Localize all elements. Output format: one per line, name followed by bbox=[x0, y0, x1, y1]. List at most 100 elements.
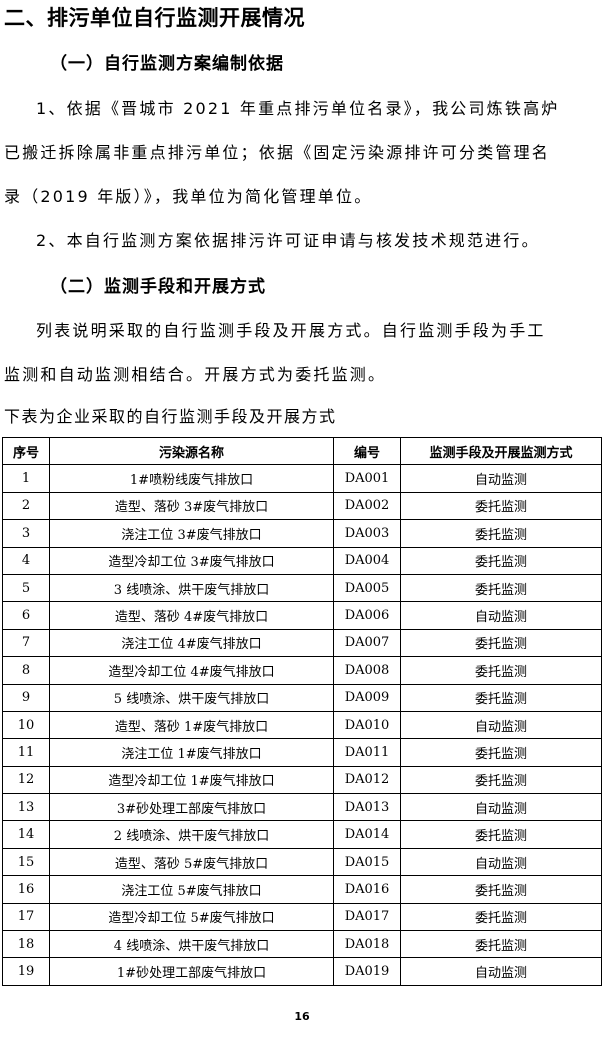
cell-index: 7 bbox=[2, 628, 50, 658]
paragraph-line: 录（2019 年版）》，我单位为简化管理单位。 bbox=[4, 187, 373, 206]
cell-index: 19 bbox=[2, 957, 50, 986]
table-row: 12 造型冷却工位 1#废气排放口 DA012 委托监测 bbox=[2, 765, 602, 795]
cell-method: 委托监测 bbox=[400, 875, 602, 904]
cell-index: 6 bbox=[2, 601, 50, 630]
table-row: 7 浇注工位 4#废气排放口 DA007 委托监测 bbox=[2, 628, 602, 658]
subsection-title-2: （二）监测手段和开展方式 bbox=[50, 277, 266, 297]
table-header-row: 序号 污染源名称 编号 监测手段及开展监测方式 bbox=[2, 436, 602, 466]
cell-index: 15 bbox=[2, 847, 50, 877]
cell-method: 委托监测 bbox=[400, 738, 602, 767]
cell-source-name: 造型冷却工位 4#废气排放口 bbox=[49, 656, 334, 685]
cell-source-name: 造型冷却工位 5#废气排放口 bbox=[49, 902, 334, 932]
cell-code: DA012 bbox=[333, 765, 401, 795]
paragraph-line: 列表说明采取的自行监测手段及开展方式。自行监测手段为手工 bbox=[36, 321, 546, 340]
paragraph-line: 监测和自动监测相结合。开展方式为委托监测。 bbox=[4, 365, 387, 384]
table-row: 11 浇注工位 1#废气排放口 DA011 委托监测 bbox=[2, 738, 602, 767]
cell-method: 自动监测 bbox=[400, 710, 602, 740]
cell-code: DA002 bbox=[333, 491, 401, 521]
cell-index: 17 bbox=[2, 902, 50, 932]
cell-index: 16 bbox=[2, 875, 50, 904]
header-source-name: 污染源名称 bbox=[49, 436, 334, 466]
paragraph-line: 1、依据《晋城市 2021 年重点排污单位名录》，我公司炼铁高炉 bbox=[36, 99, 560, 118]
cell-code: DA006 bbox=[333, 601, 401, 630]
table-row: 3 浇注工位 3#废气排放口 DA003 委托监测 bbox=[2, 519, 602, 548]
cell-source-name: 造型、落砂 3#废气排放口 bbox=[49, 491, 334, 521]
subsection-title-1: （一）自行监测方案编制依据 bbox=[50, 54, 284, 74]
cell-index: 1 bbox=[2, 464, 50, 493]
cell-method: 委托监测 bbox=[400, 765, 602, 795]
cell-method: 自动监测 bbox=[400, 601, 602, 630]
header-code: 编号 bbox=[333, 436, 401, 466]
cell-method: 委托监测 bbox=[400, 628, 602, 658]
cell-source-name: 浇注工位 3#废气排放口 bbox=[49, 519, 334, 548]
cell-method: 自动监测 bbox=[400, 793, 602, 822]
cell-source-name: 2 线喷涂、烘干废气排放口 bbox=[49, 820, 334, 849]
table-row: 1 1#喷粉线废气排放口 DA001 自动监测 bbox=[2, 464, 602, 493]
cell-code: DA014 bbox=[333, 820, 401, 849]
cell-code: DA008 bbox=[333, 656, 401, 685]
cell-source-name: 造型、落砂 4#废气排放口 bbox=[49, 601, 334, 630]
cell-code: DA011 bbox=[333, 738, 401, 767]
cell-source-name: 浇注工位 4#废气排放口 bbox=[49, 628, 334, 658]
cell-code: DA015 bbox=[333, 847, 401, 877]
table-row: 19 1#砂处理工部废气排放口 DA019 自动监测 bbox=[2, 957, 602, 986]
cell-source-name: 造型冷却工位 3#废气排放口 bbox=[49, 546, 334, 575]
section-heading: 二、排污单位自行监测开展情况 bbox=[4, 6, 305, 30]
cell-index: 10 bbox=[2, 710, 50, 740]
cell-index: 9 bbox=[2, 683, 50, 712]
table-row: 10 造型、落砂 1#废气排放口 DA010 自动监测 bbox=[2, 710, 602, 740]
cell-index: 5 bbox=[2, 573, 50, 603]
cell-index: 2 bbox=[2, 491, 50, 521]
cell-method: 委托监测 bbox=[400, 656, 602, 685]
table-row: 8 造型冷却工位 4#废气排放口 DA008 委托监测 bbox=[2, 656, 602, 685]
cell-code: DA010 bbox=[333, 710, 401, 740]
cell-source-name: 造型冷却工位 1#废气排放口 bbox=[49, 765, 334, 795]
cell-method: 委托监测 bbox=[400, 683, 602, 712]
cell-code: DA017 bbox=[333, 902, 401, 932]
header-method: 监测手段及开展监测方式 bbox=[400, 436, 602, 466]
cell-code: DA009 bbox=[333, 683, 401, 712]
cell-index: 14 bbox=[2, 820, 50, 849]
table-row: 13 3#砂处理工部废气排放口 DA013 自动监测 bbox=[2, 793, 602, 822]
cell-source-name: 1#喷粉线废气排放口 bbox=[49, 464, 334, 493]
cell-code: DA018 bbox=[333, 930, 401, 959]
cell-index: 11 bbox=[2, 738, 50, 767]
cell-source-name: 5 线喷涂、烘干废气排放口 bbox=[49, 683, 334, 712]
table-row: 6 造型、落砂 4#废气排放口 DA006 自动监测 bbox=[2, 601, 602, 630]
cell-code: DA005 bbox=[333, 573, 401, 603]
cell-code: DA004 bbox=[333, 546, 401, 575]
cell-method: 自动监测 bbox=[400, 464, 602, 493]
cell-source-name: 3 线喷涂、烘干废气排放口 bbox=[49, 573, 334, 603]
table-row: 18 4 线喷涂、烘干废气排放口 DA018 委托监测 bbox=[2, 930, 602, 959]
paragraph-line: 已搬迁拆除属非重点排污单位；依据《固定污染源排许可分类管理名 bbox=[4, 143, 551, 162]
cell-source-name: 浇注工位 5#废气排放口 bbox=[49, 875, 334, 904]
page-number: 16 bbox=[294, 1010, 310, 1023]
cell-method: 委托监测 bbox=[400, 902, 602, 932]
table-row: 14 2 线喷涂、烘干废气排放口 DA014 委托监测 bbox=[2, 820, 602, 849]
cell-method: 委托监测 bbox=[400, 930, 602, 959]
cell-method: 委托监测 bbox=[400, 820, 602, 849]
cell-code: DA001 bbox=[333, 464, 401, 493]
table-row: 2 造型、落砂 3#废气排放口 DA002 委托监测 bbox=[2, 491, 602, 521]
cell-code: DA007 bbox=[333, 628, 401, 658]
cell-source-name: 4 线喷涂、烘干废气排放口 bbox=[49, 930, 334, 959]
cell-index: 13 bbox=[2, 793, 50, 822]
cell-source-name: 造型、落砂 1#废气排放口 bbox=[49, 710, 334, 740]
table-row: 4 造型冷却工位 3#废气排放口 DA004 委托监测 bbox=[2, 546, 602, 575]
paragraph-line: 2、本自行监测方案依据排污许可证申请与核发技术规范进行。 bbox=[36, 231, 540, 250]
cell-code: DA013 bbox=[333, 793, 401, 822]
cell-source-name: 浇注工位 1#废气排放口 bbox=[49, 738, 334, 767]
cell-method: 委托监测 bbox=[400, 491, 602, 521]
cell-code: DA016 bbox=[333, 875, 401, 904]
cell-method: 自动监测 bbox=[400, 847, 602, 877]
cell-index: 3 bbox=[2, 519, 50, 548]
cell-code: DA003 bbox=[333, 519, 401, 548]
table-row: 17 造型冷却工位 5#废气排放口 DA017 委托监测 bbox=[2, 902, 602, 932]
cell-index: 12 bbox=[2, 765, 50, 795]
cell-source-name: 造型、落砂 5#废气排放口 bbox=[49, 847, 334, 877]
cell-source-name: 3#砂处理工部废气排放口 bbox=[49, 793, 334, 822]
header-index: 序号 bbox=[2, 436, 50, 466]
cell-method: 自动监测 bbox=[400, 957, 602, 986]
cell-index: 18 bbox=[2, 930, 50, 959]
